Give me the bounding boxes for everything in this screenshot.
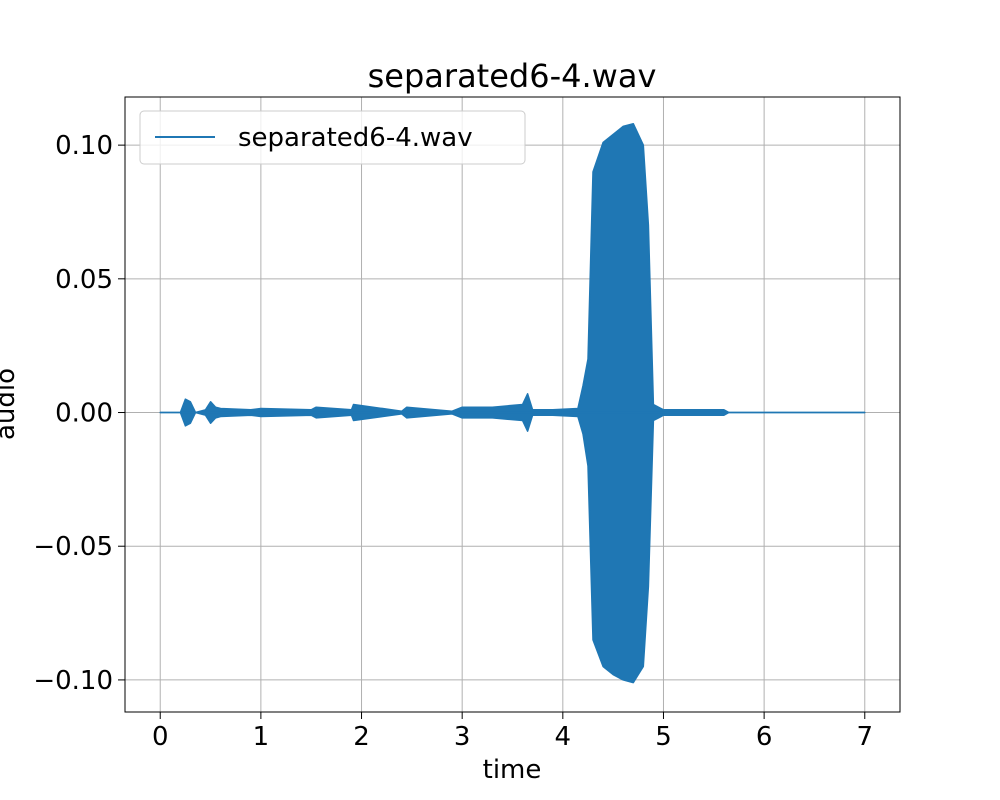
x-tick-label: 4	[555, 722, 572, 752]
y-tick-label: −0.10	[33, 666, 113, 696]
x-tick-label: 3	[454, 722, 471, 752]
legend: separated6-4.wav	[139, 110, 526, 165]
x-axis-label: time	[483, 755, 542, 785]
y-tick-label: 0.05	[55, 265, 113, 295]
x-tick-label: 5	[655, 722, 672, 752]
x-tick-label: 0	[152, 722, 169, 752]
chart-title: separated6-4.wav	[368, 57, 657, 95]
y-tick-label: 0.00	[55, 399, 113, 429]
x-tick-label: 7	[856, 722, 873, 752]
x-tick-label: 6	[756, 722, 773, 752]
legend-box	[139, 110, 526, 165]
y-tick-label: −0.05	[33, 532, 113, 562]
x-axis-ticks: 0 1 2 3 4 5 6 7	[152, 712, 873, 752]
legend-entry-label: separated6-4.wav	[238, 123, 473, 153]
y-axis-ticks: 0.10 0.05 0.00 −0.05 −0.10	[33, 131, 125, 696]
y-axis-label: audio	[0, 368, 21, 440]
x-tick-label: 2	[353, 722, 370, 752]
y-tick-label: 0.10	[55, 131, 113, 161]
plot-area-frame	[124, 96, 901, 713]
x-tick-label: 1	[253, 722, 270, 752]
